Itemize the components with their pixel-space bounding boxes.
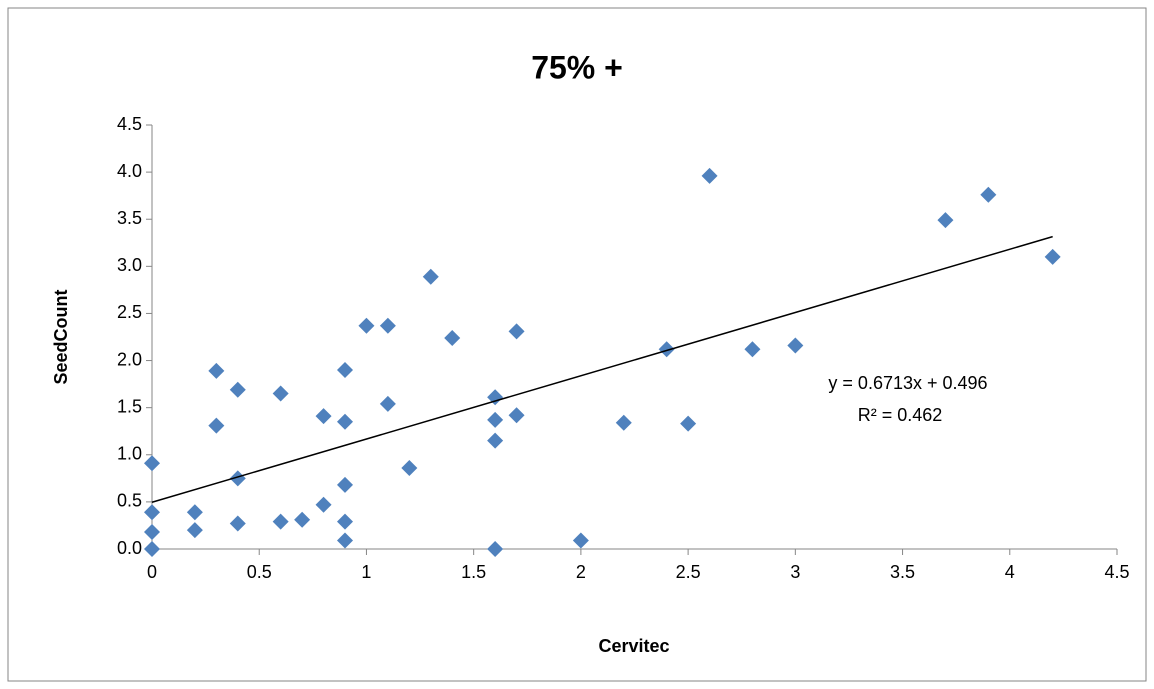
x-tick-label: 4 [1005, 562, 1015, 582]
y-axis-label: SeedCount [51, 289, 71, 384]
data-point [229, 470, 246, 487]
data-point [508, 407, 525, 424]
data-point [787, 337, 804, 354]
data-point [487, 389, 504, 406]
data-point [337, 513, 353, 530]
data-point [487, 411, 504, 428]
data-point [658, 341, 675, 358]
trendline-equation: y = 0.6713x + 0.496 [828, 373, 987, 393]
data-point [615, 414, 632, 431]
data-point [144, 504, 160, 521]
y-tick-label: 4.0 [117, 161, 142, 181]
data-point [487, 432, 504, 449]
data-point [937, 212, 954, 229]
data-point [337, 532, 353, 549]
y-tick-label: 3.5 [117, 208, 142, 228]
data-point [229, 381, 246, 398]
data-point [401, 459, 418, 476]
y-tick-label: 2.0 [117, 349, 142, 369]
trendline-r-squared: R² = 0.462 [858, 405, 943, 425]
x-tick-label: 0 [147, 562, 157, 582]
x-tick-label: 1.5 [461, 562, 486, 582]
trendline [151, 235, 1053, 503]
y-tick-label: 2.5 [117, 302, 142, 322]
data-point [315, 408, 332, 425]
y-tick-label: 0.0 [117, 538, 142, 558]
data-point [487, 541, 504, 557]
data-point [444, 329, 461, 346]
x-axis-label: Cervitec [598, 636, 669, 656]
y-tick-label: 4.5 [117, 114, 142, 134]
x-tick-label: 0.5 [247, 562, 272, 582]
data-point [294, 511, 311, 528]
data-point [186, 504, 203, 521]
data-point [744, 341, 761, 358]
data-point [144, 455, 160, 472]
data-point [422, 268, 439, 285]
data-point [508, 323, 525, 340]
data-point [337, 413, 353, 430]
chart-title: 75% + [531, 49, 623, 85]
x-tick-label: 2.5 [676, 562, 701, 582]
data-point [144, 524, 160, 541]
y-tick-label: 1.0 [117, 444, 142, 464]
data-point [358, 317, 375, 334]
data-point [272, 385, 289, 402]
data-point [186, 522, 203, 539]
x-tick-label: 4.5 [1104, 562, 1129, 582]
data-point [1044, 248, 1061, 265]
data-point [272, 513, 289, 530]
y-tick-label: 3.0 [117, 255, 142, 275]
data-point [144, 541, 160, 557]
data-point [229, 515, 246, 532]
data-point [315, 496, 332, 513]
data-point [701, 167, 718, 184]
data-point [208, 417, 225, 434]
y-tick-label: 0.5 [117, 491, 142, 511]
x-tick-label: 3.5 [890, 562, 915, 582]
data-point [980, 186, 997, 203]
data-point [572, 532, 589, 549]
data-point [379, 317, 396, 334]
data-point [680, 415, 697, 432]
data-point [379, 395, 396, 412]
x-tick-label: 1 [361, 562, 371, 582]
data-point [337, 476, 353, 493]
x-tick-label: 3 [790, 562, 800, 582]
chart-frame [7, 7, 1147, 682]
x-tick-label: 2 [576, 562, 586, 582]
data-point [208, 362, 225, 379]
data-point [337, 361, 353, 378]
y-tick-label: 1.5 [117, 396, 142, 416]
